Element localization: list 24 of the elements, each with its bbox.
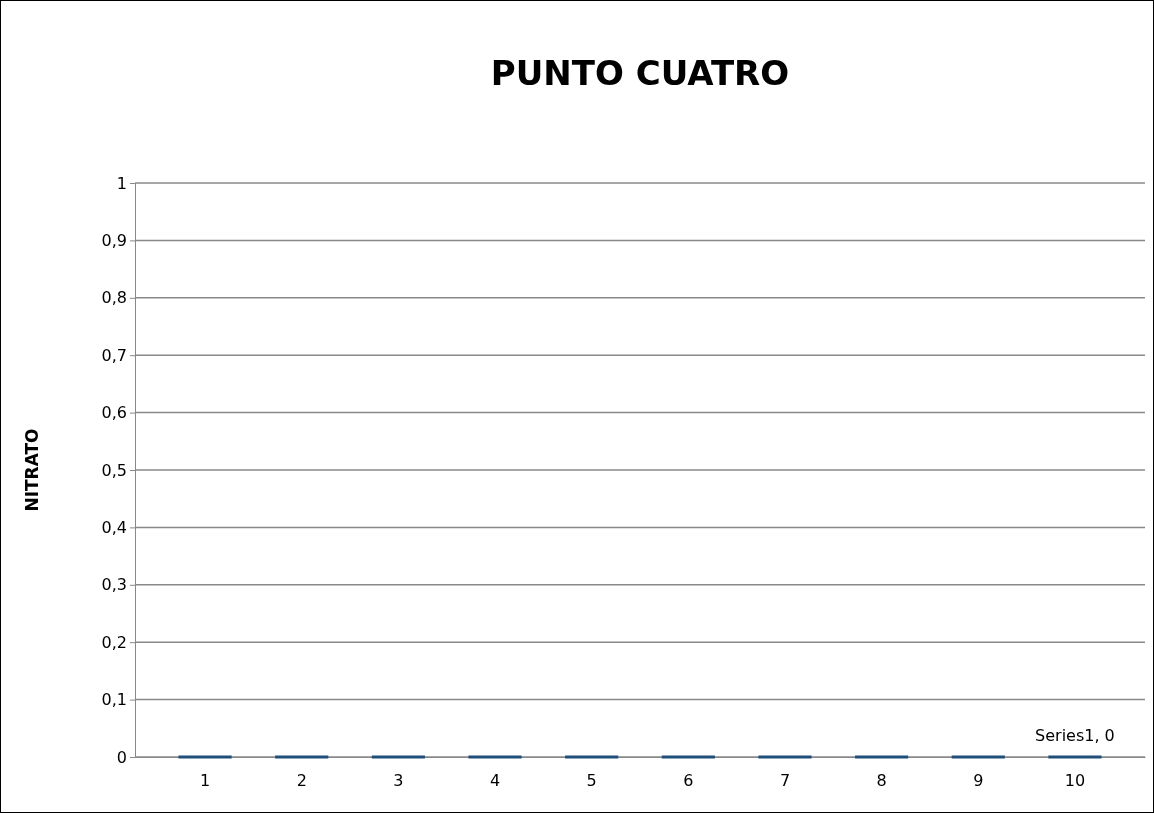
y-tick-label: 0,3 xyxy=(101,575,127,595)
x-tick-label: 1 xyxy=(199,770,211,790)
x-tick-label: 10 xyxy=(1064,770,1086,790)
y-axis-title: NITRATO xyxy=(22,428,42,512)
y-tick-label: 0,8 xyxy=(101,288,127,308)
y-tick-label: 0 xyxy=(116,747,127,767)
x-tick-label: 8 xyxy=(876,770,887,790)
y-tick-label: 0,1 xyxy=(101,690,127,710)
x-tick-label: 4 xyxy=(489,770,501,790)
y-tick-label: 0,4 xyxy=(101,518,127,538)
x-tick-label: 7 xyxy=(779,770,791,790)
x-tick-label: 2 xyxy=(296,770,307,790)
y-tick-label: 0,2 xyxy=(101,632,127,652)
y-tick-label: 0,5 xyxy=(101,460,127,480)
y-tick-label: 1 xyxy=(116,173,127,193)
x-tick-label: 3 xyxy=(393,770,404,790)
x-tick-label: 6 xyxy=(683,770,694,790)
y-tick-label: 0,6 xyxy=(101,403,127,423)
y-tick-label: 0,9 xyxy=(101,231,127,251)
y-tick-label: 0,7 xyxy=(101,345,127,365)
x-tick-label: 5 xyxy=(586,770,597,790)
data-label: Series1, 0 xyxy=(1035,726,1115,745)
chart-title: PUNTO CUATRO xyxy=(490,53,790,93)
x-tick-label: 9 xyxy=(973,770,984,790)
